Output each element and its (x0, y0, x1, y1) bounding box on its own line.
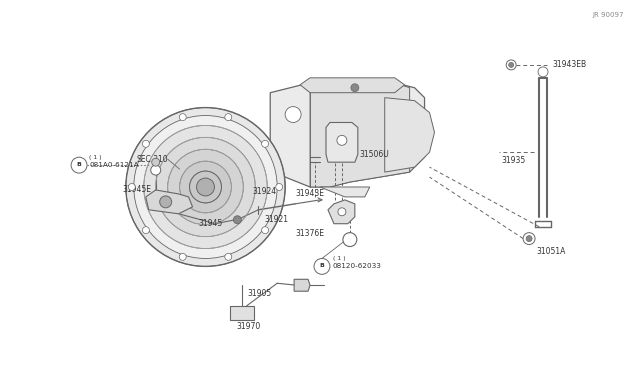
Text: 31943E: 31943E (295, 189, 324, 198)
Circle shape (523, 232, 535, 244)
Circle shape (338, 208, 346, 216)
Circle shape (126, 108, 285, 266)
Text: SEC.310: SEC.310 (136, 155, 168, 164)
Circle shape (314, 259, 330, 274)
Text: 31945E: 31945E (123, 186, 152, 195)
Circle shape (189, 171, 221, 203)
Text: 081A0-6121A: 081A0-6121A (89, 162, 139, 168)
Circle shape (337, 135, 347, 145)
Circle shape (351, 84, 359, 92)
Circle shape (196, 178, 214, 196)
Circle shape (225, 253, 232, 260)
Text: 31935: 31935 (501, 156, 525, 165)
Text: ( 1 ): ( 1 ) (89, 155, 102, 160)
Text: 31506U: 31506U (360, 150, 390, 159)
Circle shape (234, 216, 241, 224)
Polygon shape (146, 190, 193, 214)
Text: JR 90097: JR 90097 (592, 12, 623, 18)
Text: 08120-62033: 08120-62033 (333, 263, 382, 269)
Polygon shape (310, 83, 410, 187)
Circle shape (276, 183, 283, 190)
Circle shape (225, 114, 232, 121)
Text: 31943EB: 31943EB (552, 60, 586, 70)
Circle shape (538, 67, 548, 77)
Text: 31970: 31970 (236, 323, 260, 331)
Circle shape (179, 253, 186, 260)
Circle shape (262, 227, 269, 234)
Circle shape (189, 171, 221, 203)
Polygon shape (385, 98, 435, 172)
Circle shape (134, 116, 277, 259)
Text: 31905: 31905 (247, 289, 271, 298)
Text: 31921: 31921 (264, 215, 288, 224)
Polygon shape (300, 78, 404, 93)
Circle shape (151, 165, 161, 175)
Circle shape (144, 125, 268, 248)
Text: 31376E: 31376E (295, 229, 324, 238)
Circle shape (152, 158, 160, 166)
Circle shape (143, 140, 149, 147)
Circle shape (179, 114, 186, 121)
Text: ( 1 ): ( 1 ) (333, 256, 346, 261)
Circle shape (343, 232, 357, 247)
Circle shape (262, 140, 269, 147)
Polygon shape (270, 83, 424, 187)
Circle shape (160, 196, 172, 208)
Polygon shape (230, 306, 254, 320)
Polygon shape (294, 279, 310, 291)
Circle shape (168, 149, 243, 225)
Circle shape (285, 107, 301, 122)
Circle shape (509, 62, 514, 67)
Circle shape (129, 183, 135, 190)
Text: 31051A: 31051A (536, 247, 565, 256)
Circle shape (526, 235, 532, 241)
Circle shape (180, 161, 232, 213)
Circle shape (506, 60, 516, 70)
Polygon shape (326, 122, 358, 162)
Circle shape (143, 227, 149, 234)
Circle shape (156, 137, 255, 237)
Circle shape (196, 178, 214, 196)
Polygon shape (320, 187, 370, 197)
Text: B: B (77, 162, 81, 167)
Circle shape (71, 157, 87, 173)
Polygon shape (328, 200, 355, 224)
Text: 31945: 31945 (198, 219, 223, 228)
Text: 31924: 31924 (252, 187, 276, 196)
Text: B: B (319, 263, 324, 269)
